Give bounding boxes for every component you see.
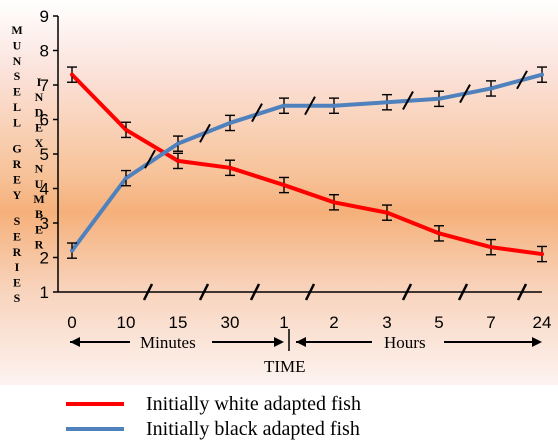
data-point (437, 231, 441, 236)
data-point (437, 96, 441, 101)
y-axis-label-left-letter: G (12, 142, 21, 156)
y-axis-label-right-letter: U (35, 177, 44, 191)
y-axis-label-left-letter: L (13, 115, 21, 129)
data-point (540, 252, 544, 257)
data-point (228, 120, 232, 125)
series-break-mark (144, 149, 156, 169)
x-tick-label: 0 (67, 313, 76, 332)
data-point (70, 72, 74, 77)
x-axis-break (457, 283, 469, 301)
series-break-mark (516, 70, 528, 90)
y-axis-label-right-letter: N (35, 90, 44, 104)
y-axis-label-right-letter: N (35, 162, 44, 176)
y-tick-label: 3 (40, 214, 49, 233)
x-axis-break (516, 283, 528, 301)
y-axis-label-right-letter: M (33, 192, 44, 206)
legend-label-black: Initially black adapted fish (146, 418, 360, 440)
y-tick-label: 9 (40, 7, 49, 26)
data-point (385, 100, 389, 105)
y-axis-label-right-letter: X (35, 136, 44, 150)
data-point (228, 165, 232, 170)
x-tick-label: 5 (434, 313, 443, 332)
y-axis-label-right-letter: B (35, 207, 43, 221)
series-break-mark (304, 96, 316, 116)
data-point (540, 72, 544, 77)
data-point (332, 103, 336, 108)
y-axis-label-right-letter: R (35, 238, 44, 252)
x-axis-label: TIME (264, 357, 306, 376)
y-tick-label: 7 (40, 76, 49, 95)
data-point (124, 127, 128, 132)
y-tick-label: 1 (40, 283, 49, 302)
x-tick-label: 1 (279, 313, 288, 332)
y-axis-label-left-letter: R (13, 245, 22, 259)
data-point (489, 86, 493, 91)
x-tick-label: 7 (486, 313, 495, 332)
series-break-mark (459, 84, 471, 104)
y-axis-label-left-letter: M (11, 23, 22, 37)
data-point (176, 158, 180, 163)
data-point (332, 200, 336, 205)
y-axis-label-left-letter: I (15, 260, 20, 274)
series-break-mark (251, 103, 263, 123)
x-axis-break (304, 283, 316, 301)
x-tick-label: 2 (329, 313, 338, 332)
y-tick-label: 2 (40, 249, 49, 268)
data-point (176, 141, 180, 146)
data-point (124, 176, 128, 181)
x-axis-break (249, 283, 261, 301)
data-point (489, 245, 493, 250)
minutes-label: Minutes (140, 333, 196, 352)
y-axis-label-left-letter: S (14, 214, 21, 228)
hours-label: Hours (384, 333, 426, 352)
y-axis-label-left-letter: U (13, 38, 22, 52)
y-tick-label: 8 (40, 42, 49, 61)
y-axis-label-left-letter: L (13, 100, 21, 114)
x-tick-label: 3 (382, 313, 391, 332)
y-tick-label: 6 (40, 111, 49, 130)
legend-label-white: Initially white adapted fish (146, 393, 361, 415)
y-axis-label-left-letter: N (13, 54, 22, 68)
x-tick-label: 10 (117, 313, 136, 332)
x-axis-break (142, 283, 154, 301)
minutes-range-annotation: Minutes (70, 333, 284, 352)
y-axis-label-left-letter: S (14, 291, 21, 305)
y-axis-label-left-letter: R (13, 157, 22, 171)
data-point (282, 183, 286, 188)
legend: Initially white adapted fish Initially b… (66, 393, 361, 440)
data-point (70, 248, 74, 253)
x-axis-break (401, 283, 413, 301)
y-tick-label: 4 (40, 180, 49, 199)
x-tick-label: 24 (533, 313, 552, 332)
y-axis-label-left-letter: S (14, 69, 21, 83)
y-axis-label-left-letter: E (13, 85, 21, 99)
y-axis-label-left-letter: E (13, 276, 21, 290)
x-axis-break (198, 283, 210, 301)
y-axis-label-left-letter: Y (13, 188, 22, 202)
series-break-mark (402, 91, 414, 111)
y-axis-label-right-letter: E (35, 121, 43, 135)
y-axis-label-right-letter: D (35, 105, 44, 119)
x-tick-label: 15 (169, 313, 188, 332)
y-axis-label-right-letter: E (35, 222, 43, 236)
x-tick-label: 30 (221, 313, 240, 332)
series-line-0 (70, 73, 543, 257)
y-tick-label: 5 (40, 145, 49, 164)
data-point (385, 210, 389, 215)
data-point (282, 103, 286, 108)
series-break-mark (199, 123, 211, 143)
y-axis-label-left-letter: E (13, 229, 21, 243)
y-axis-label-right-letter: I (37, 75, 42, 89)
hours-range-annotation: Hours (296, 333, 542, 352)
y-axis-label-left-letter: E (13, 172, 21, 186)
